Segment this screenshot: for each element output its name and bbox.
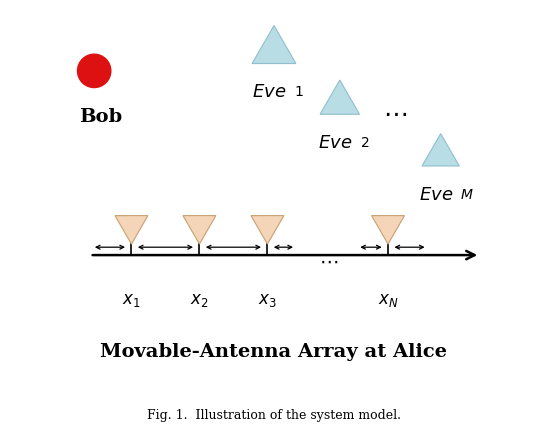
Circle shape <box>77 54 111 88</box>
Text: $x_{1}$: $x_{1}$ <box>122 292 141 309</box>
Text: $\mathit{Eve}$: $\mathit{Eve}$ <box>253 83 287 101</box>
Polygon shape <box>422 134 459 166</box>
Polygon shape <box>115 216 148 244</box>
Polygon shape <box>252 26 296 63</box>
Polygon shape <box>251 216 284 244</box>
Text: $\mathit{Eve}$: $\mathit{Eve}$ <box>318 134 352 152</box>
Text: $\mathit{1}$: $\mathit{1}$ <box>294 85 304 99</box>
Text: $x_{N}$: $x_{N}$ <box>378 292 398 309</box>
Text: $\mathit{Eve}$: $\mathit{Eve}$ <box>419 186 453 204</box>
Text: $\cdots$: $\cdots$ <box>319 252 339 271</box>
Text: $\mathit{M}$: $\mathit{M}$ <box>460 188 474 202</box>
Text: $x_{3}$: $x_{3}$ <box>258 292 277 309</box>
Text: $\cdots$: $\cdots$ <box>383 101 407 125</box>
Polygon shape <box>183 216 216 244</box>
Polygon shape <box>320 80 359 114</box>
Text: $\mathit{2}$: $\mathit{2}$ <box>359 136 369 150</box>
Text: Bob: Bob <box>79 108 122 126</box>
Polygon shape <box>372 216 404 244</box>
Text: $x_{2}$: $x_{2}$ <box>190 292 209 309</box>
Text: Movable-Antenna Array at Alice: Movable-Antenna Array at Alice <box>100 343 448 361</box>
Text: Fig. 1.  Illustration of the system model.: Fig. 1. Illustration of the system model… <box>147 409 401 422</box>
